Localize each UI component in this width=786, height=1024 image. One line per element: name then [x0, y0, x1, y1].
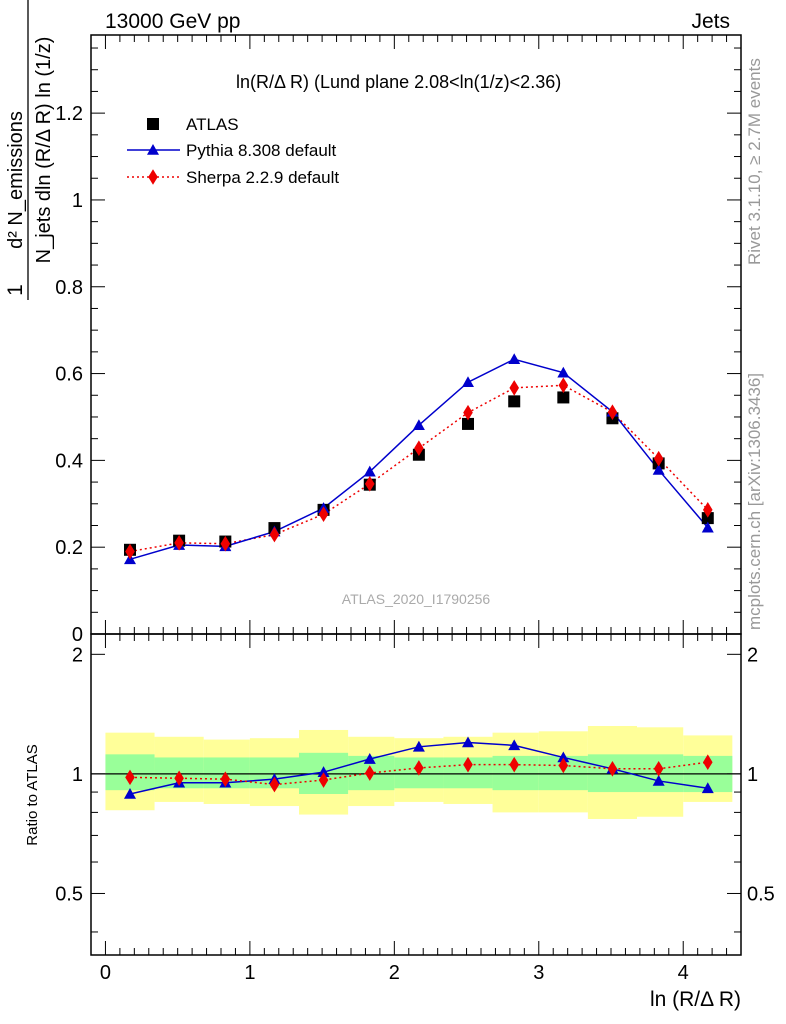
- ratio-y-tick-label-left: 2: [72, 644, 83, 666]
- header-process-label: Jets: [691, 10, 730, 33]
- data-point-triangle: [412, 419, 425, 431]
- main-series-group: [124, 353, 714, 565]
- rivet-version-label: Rivet 3.1.10, ≥ 2.7M events: [745, 58, 764, 265]
- mcplots-credit-label: mcplots.cern.ch [arXiv:1306.3436]: [745, 373, 764, 630]
- data-point-diamond: [558, 377, 569, 394]
- main-y-tick-label: 1: [72, 190, 83, 212]
- data-point-triangle: [462, 376, 474, 388]
- data-point-diamond: [269, 526, 280, 543]
- data-point-diamond: [509, 380, 520, 396]
- data-point-diamond: [125, 769, 135, 786]
- data-point-triangle: [652, 463, 665, 475]
- data-point-diamond: [364, 476, 375, 492]
- data-point-triangle: [363, 465, 376, 477]
- data-point-square: [147, 118, 159, 130]
- data-point-diamond: [174, 535, 184, 551]
- data-point-triangle: [701, 521, 714, 533]
- data-point-diamond: [125, 543, 135, 560]
- legend-label: ATLAS: [186, 115, 239, 134]
- y-axis-label-denominator: N_jets dln (R/Δ R) ln (1/z): [33, 37, 55, 264]
- y-axis-label: 1 N_jets dln (R/Δ R) ln (1/z) d² N_emissio…: [4, 0, 55, 300]
- data-point-triangle: [701, 782, 714, 794]
- ratio-axis-ticks: 0.5 0.5 1 1 2 2 0 1 2 3 4: [55, 634, 775, 984]
- data-point-square: [462, 417, 474, 430]
- data-point-triangle: [317, 766, 330, 777]
- data-point-triangle: [652, 774, 665, 786]
- ratio-y-tick-label-right: 0.5: [747, 883, 775, 905]
- main-axis-ticks: 0 0.2 0.4 0.6 0.8 1 1.2: [55, 35, 741, 646]
- ratio-panel: 0.5 0.5 1 1 2 2 0 1 2 3 4 Ratio to ATLAS ln (R/Δ R…: [24, 633, 775, 1011]
- data-point-diamond: [148, 169, 158, 185]
- data-point-diamond: [220, 535, 231, 552]
- analysis-watermark: ATLAS_2020_I1790256: [342, 591, 491, 607]
- main-y-tick-label: 0.4: [55, 450, 83, 472]
- data-point-diamond: [463, 756, 473, 773]
- main-panel: ln(R/Δ R) (Lund plane 2.08<ln(1/z)<2.36)…: [4, 0, 742, 646]
- data-point-diamond: [318, 772, 329, 788]
- main-y-tick-label: 0.2: [55, 537, 83, 559]
- data-point-diamond: [174, 770, 184, 787]
- y-axis-label-text: 1 N_jets dln (R/Δ R) ln (1/z) d² N_emissio…: [4, 0, 55, 300]
- header-energy-label: 13000 GeV pp: [105, 10, 240, 33]
- x-tick-label: 1: [244, 962, 255, 984]
- data-point-diamond: [414, 440, 424, 457]
- data-point-diamond: [463, 404, 473, 421]
- data-point-diamond: [220, 771, 231, 787]
- main-y-tick-label: 1.2: [55, 103, 83, 125]
- legend: ATLAS Pythia 8.308 default Sherpa 2.2.9 de…: [127, 115, 339, 187]
- ratio-y-tick-label-right: 1: [747, 764, 758, 786]
- x-tick-label: 2: [389, 962, 400, 984]
- sherpa-ratio-markers: [125, 754, 713, 793]
- ratio-plot-frame: [90, 633, 742, 956]
- main-y-tick-label: 0: [72, 624, 83, 646]
- main-y-tick-label: 0.6: [55, 364, 83, 386]
- x-axis-label: ln (R/Δ R): [650, 988, 741, 1011]
- ratio-series-group: [124, 736, 714, 799]
- data-point-diamond: [653, 450, 664, 467]
- legend-label: Sherpa 2.2.9 default: [186, 168, 339, 187]
- data-point-triangle: [557, 366, 570, 378]
- sherpa-line: [129, 384, 709, 553]
- x-tick-label: 4: [678, 962, 689, 984]
- main-y-tick-label: 0.8: [55, 277, 83, 299]
- data-point-square: [508, 395, 521, 408]
- y-axis-label-numerator-2: d² N_emissions: [5, 111, 27, 249]
- ratio-y-axis-label: Ratio to ATLAS: [24, 744, 41, 845]
- data-point-triangle: [363, 753, 376, 764]
- data-point-triangle: [462, 736, 474, 748]
- plot-title: ln(R/Δ R) (Lund plane 2.08<ln(1/z)<2.36): [236, 72, 561, 92]
- diamond-series-markers: [125, 377, 713, 560]
- data-point-diamond: [318, 506, 329, 522]
- ratio-y-tick-label-left: 0.5: [55, 883, 83, 905]
- data-point-triangle: [124, 787, 136, 799]
- data-point-diamond: [702, 502, 713, 518]
- data-point-diamond: [364, 765, 375, 781]
- y-axis-label-numerator: 1: [4, 284, 27, 296]
- data-point-diamond: [509, 756, 520, 773]
- data-point-diamond: [607, 404, 618, 420]
- data-point-triangle: [508, 739, 521, 751]
- legend-label: Pythia 8.308 default: [186, 141, 337, 160]
- data-point-triangle: [508, 353, 521, 365]
- ratio-y-tick-label-left: 1: [72, 764, 83, 786]
- data-point-diamond: [414, 760, 424, 776]
- data-point-triangle: [557, 751, 570, 763]
- data-point-diamond: [269, 776, 280, 793]
- data-point-diamond: [607, 760, 618, 777]
- data-point-diamond: [558, 757, 569, 774]
- data-point-triangle: [412, 740, 425, 752]
- data-point-diamond: [653, 760, 664, 777]
- x-tick-label: 0: [100, 962, 111, 984]
- data-point-square: [701, 512, 714, 525]
- data-point-triangle: [147, 144, 159, 155]
- data-point-diamond: [702, 754, 713, 771]
- data-point-square: [557, 391, 570, 404]
- x-tick-label: 3: [533, 962, 544, 984]
- ratio-y-tick-label-right: 2: [747, 644, 758, 666]
- square-series-markers: [124, 391, 714, 556]
